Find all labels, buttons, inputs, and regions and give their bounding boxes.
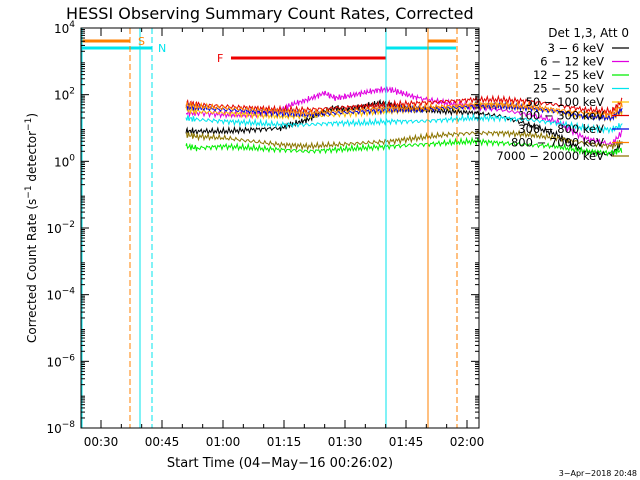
- x-axis-label: Start Time (04−May−16 00:26:02): [167, 456, 393, 471]
- generation-timestamp: 3−Apr−2018 20:48: [559, 469, 637, 478]
- y-tick-label: 10−8: [46, 420, 75, 436]
- series-line: [185, 136, 623, 157]
- y-tick-label: 100: [54, 153, 75, 169]
- legend-label: 6 − 12 keV: [540, 55, 604, 69]
- series-line: [185, 101, 623, 122]
- x-tick-label: 01:15: [267, 435, 302, 449]
- series-line: [185, 98, 623, 157]
- y-tick-label: 10−4: [46, 287, 75, 303]
- x-tick-label: 01:45: [389, 435, 424, 449]
- series-line: [185, 129, 623, 152]
- y-axis-label: Corrected Count Rate (s−1 detector−1): [24, 113, 39, 343]
- legend-label: 100 − 300 keV: [518, 109, 604, 123]
- y-tick-label: 10−6: [46, 353, 75, 369]
- legend-label: 50 − 100 keV: [526, 95, 605, 109]
- night-flag-label: N: [158, 42, 166, 55]
- x-axis-ticks: 00:30 00:45 01:00 01:15 01:30 01:45 02:00: [84, 28, 485, 449]
- plot-area-frame: [80, 27, 480, 429]
- y-tick-label: 10−2: [46, 220, 75, 236]
- x-tick-label: 01:30: [328, 435, 363, 449]
- x-tick-label: 01:00: [206, 435, 241, 449]
- legend-label: 3 − 6 keV: [548, 41, 605, 55]
- legend-label: 12 − 25 keV: [533, 68, 604, 82]
- y-axis-ticks: 104 102 100 10−2 10−4 10−6 10−8: [46, 20, 479, 436]
- x-tick-label: 02:00: [450, 435, 485, 449]
- saa-flag-label: S: [138, 35, 145, 48]
- flag-layer: SN F: [81, 28, 458, 428]
- legend-header: Det 1,3, Att 0: [548, 26, 629, 40]
- legend-label: 7000 − 20000 keV: [496, 149, 604, 163]
- series-line: [185, 112, 623, 135]
- y-tick-label: 102: [54, 87, 75, 103]
- legend-label: 800 − 7000 keV: [511, 136, 604, 150]
- series-layer: [185, 86, 623, 157]
- x-tick-label: 00:45: [145, 435, 180, 449]
- series-line: [185, 100, 623, 119]
- flare-flag-label: F: [217, 52, 223, 65]
- x-tick-label: 00:30: [84, 435, 119, 449]
- legend-label: 300 − 800 keV: [518, 122, 604, 136]
- chart-title: HESSI Observing Summary Count Rates, Cor…: [66, 4, 474, 23]
- legend-label: 25 − 50 keV: [533, 82, 604, 96]
- y-tick-label: 104: [54, 20, 75, 36]
